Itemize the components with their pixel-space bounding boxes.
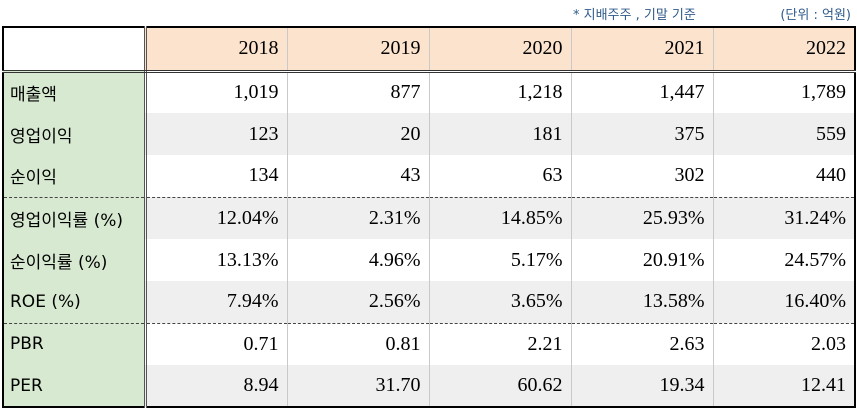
- table-cell: 1,218: [428, 71, 571, 113]
- table-cell: 5.17%: [428, 239, 571, 281]
- table-cell: 0.71: [144, 322, 287, 365]
- row-label: PER: [2, 365, 147, 408]
- table-row: 영업이익률 (%) 12.04% 2.31% 14.85% 25.93% 31.…: [2, 196, 856, 239]
- table-cell: 16.40%: [712, 281, 856, 323]
- table-cell: 0.81: [286, 322, 429, 365]
- row-label: ROE (%): [2, 281, 147, 323]
- table-row: ROE (%) 7.94% 2.56% 3.65% 13.58% 16.40%: [2, 281, 856, 323]
- row-label: 순이익: [2, 155, 147, 197]
- table-cell: 2.31%: [286, 196, 429, 239]
- table-cell: 24.57%: [712, 239, 856, 281]
- table-cell: 12.41: [712, 365, 856, 408]
- year-header: 2019: [286, 26, 429, 73]
- year-header: 2022: [712, 26, 856, 73]
- unit-note: (단위 : 억원): [780, 8, 851, 23]
- header-row: 2018 2019 2020 2021 2022: [2, 26, 856, 73]
- table-cell: 1,447: [570, 71, 713, 113]
- table-cell: 13.58%: [570, 281, 713, 323]
- table-cell: 31.70: [286, 365, 429, 408]
- row-label: PBR: [2, 322, 147, 365]
- table-cell: 13.13%: [144, 239, 287, 281]
- table-cell: 440: [712, 155, 856, 197]
- basis-note: * 지배주주 , 기말 기준: [573, 8, 696, 23]
- row-label: 순이익률 (%): [2, 239, 147, 281]
- table-cell: 2.03: [712, 322, 856, 365]
- table-cell: 1,019: [144, 71, 287, 113]
- table-cell: 559: [712, 113, 856, 155]
- financial-table-container: 2018 2019 2020 2021 2022 매출액 1,019 877 1…: [2, 26, 856, 408]
- table-cell: 19.34: [570, 365, 713, 408]
- table-cell: 14.85%: [428, 196, 571, 239]
- corner-cell: [2, 26, 147, 73]
- table-cell: 4.96%: [286, 239, 429, 281]
- row-label: 매출액: [2, 71, 147, 113]
- table-cell: 181: [428, 113, 571, 155]
- table-cell: 1,789: [712, 71, 856, 113]
- table-row: PER 8.94 31.70 60.62 19.34 12.41: [2, 365, 856, 408]
- table-cell: 60.62: [428, 365, 571, 408]
- table-row: 매출액 1,019 877 1,218 1,447 1,789: [2, 71, 856, 113]
- table-row: 순이익률 (%) 13.13% 4.96% 5.17% 20.91% 24.57…: [2, 239, 856, 281]
- financial-table: 2018 2019 2020 2021 2022 매출액 1,019 877 1…: [2, 26, 856, 408]
- table-cell: 20.91%: [570, 239, 713, 281]
- row-label: 영업이익: [2, 113, 147, 155]
- table-cell: 134: [144, 155, 287, 197]
- table-cell: 123: [144, 113, 287, 155]
- table-row: PBR 0.71 0.81 2.21 2.63 2.03: [2, 322, 856, 365]
- table-row: 순이익 134 43 63 302 440: [2, 155, 856, 197]
- table-cell: 2.21: [428, 322, 571, 365]
- table-cell: 3.65%: [428, 281, 571, 323]
- table-cell: 63: [428, 155, 571, 197]
- table-cell: 2.56%: [286, 281, 429, 323]
- table-cell: 7.94%: [144, 281, 287, 323]
- table-cell: 375: [570, 113, 713, 155]
- table-row: 영업이익 123 20 181 375 559: [2, 113, 856, 155]
- year-header: 2021: [570, 26, 713, 73]
- row-label: 영업이익률 (%): [2, 196, 147, 239]
- year-header: 2018: [144, 26, 287, 73]
- table-cell: 31.24%: [712, 196, 856, 239]
- year-header: 2020: [428, 26, 571, 73]
- table-cell: 877: [286, 71, 429, 113]
- table-cell: 12.04%: [144, 196, 287, 239]
- table-cell: 43: [286, 155, 429, 197]
- table-cell: 2.63: [570, 322, 713, 365]
- table-cell: 20: [286, 113, 429, 155]
- table-cell: 8.94: [144, 365, 287, 408]
- table-cell: 302: [570, 155, 713, 197]
- table-cell: 25.93%: [570, 196, 713, 239]
